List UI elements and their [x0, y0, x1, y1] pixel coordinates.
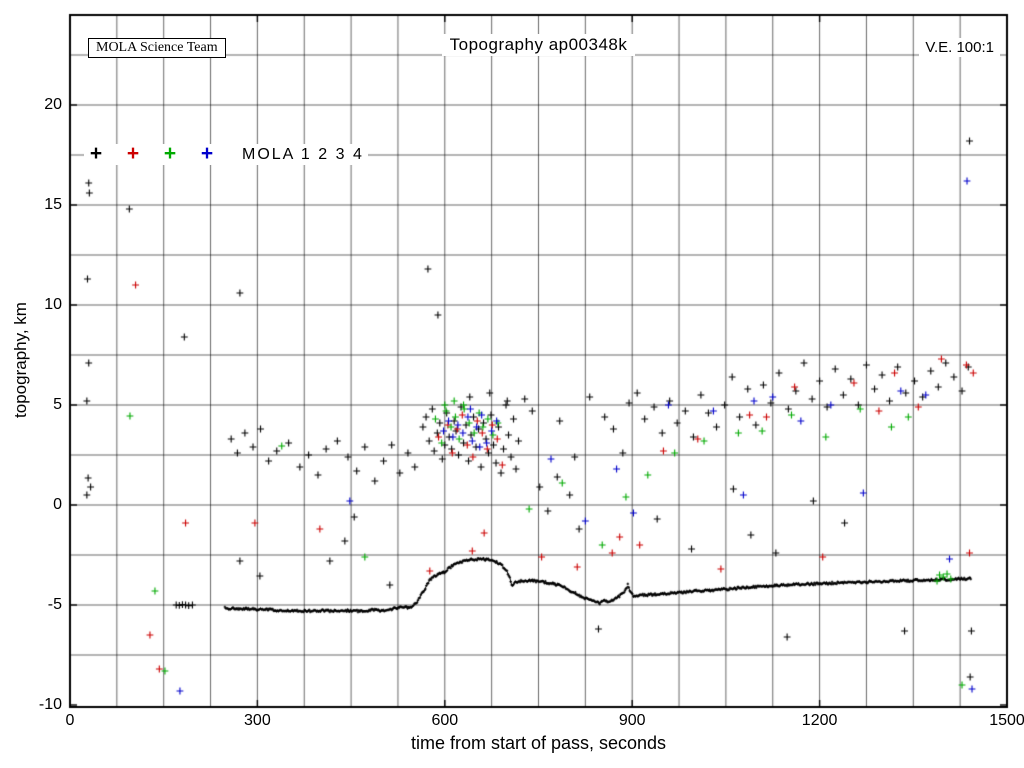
mola-topography-plot: Topography ap00348k MOLA Science Team V.… [0, 0, 1024, 768]
plot-canvas [0, 0, 1024, 768]
